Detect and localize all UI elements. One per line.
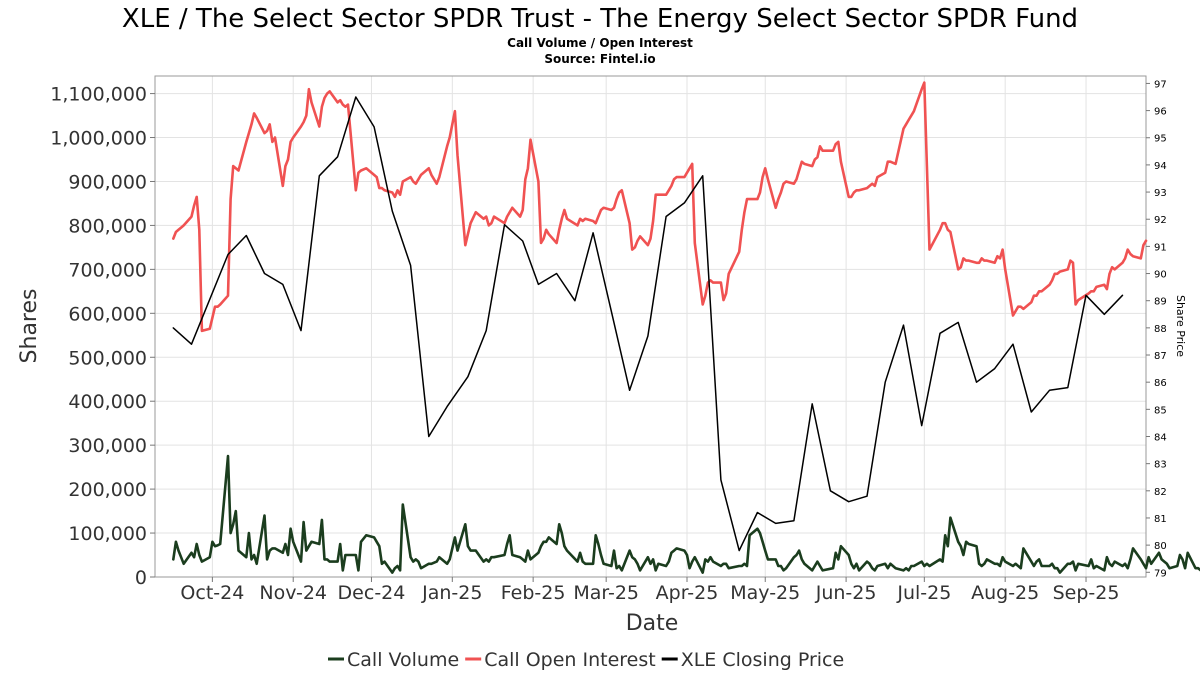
x-axis: Oct-24 Nov-24 Dec-24 Jan-25 Feb-25 Mar-25 Apr-… [180, 577, 1119, 604]
x-tick-label: Jul-25 [896, 582, 951, 604]
y2-tick-label: 85 [1154, 405, 1167, 416]
y2-tick-label: 92 [1154, 215, 1167, 226]
series-line-call-volume [172, 454, 1200, 574]
y2-tick-label: 90 [1154, 270, 1167, 281]
x-tick-label: Nov-24 [259, 582, 327, 604]
chart-title: XLE / The Select Sector SPDR Trust - The… [122, 4, 1078, 34]
series-layer [172, 81, 1200, 574]
y2-tick-label: 83 [1154, 460, 1167, 471]
x-axis-label: Date [626, 611, 679, 636]
plot-frame [154, 75, 1147, 578]
y-tick-label: 400,000 [68, 391, 147, 413]
y-tick-label: 800,000 [68, 215, 147, 237]
chart-subtitle: Call Volume / Open Interest [507, 36, 693, 50]
y2-axis: 79 80 81 82 83 84 85 86 87 88 89 90 91 92 93 94 95 96 97 [1146, 79, 1167, 579]
y2-tick-label: 95 [1154, 134, 1167, 145]
x-tick-label: Mar-25 [573, 582, 639, 604]
legend-label-xle-closing-price: XLE Closing Price [681, 649, 845, 671]
y2-tick-label: 93 [1154, 188, 1167, 199]
y2-tick-label: 86 [1154, 378, 1167, 389]
y2-tick-label: 80 [1154, 541, 1167, 552]
y-axis: 0 100,000 200,000 300,000 400,000 500,000 600,… [50, 84, 155, 589]
y2-axis-label: Share Price [1174, 295, 1187, 357]
x-tick-label: May-25 [730, 582, 800, 604]
y2-tick-label: 81 [1154, 514, 1167, 525]
x-tick-label: Oct-24 [180, 582, 244, 604]
y-tick-label: 300,000 [68, 435, 147, 457]
legend-label-call-volume: Call Volume [347, 649, 459, 671]
y2-tick-label: 87 [1154, 351, 1167, 362]
x-tick-label: Aug-25 [971, 582, 1039, 604]
y2-tick-label: 91 [1154, 242, 1167, 253]
x-tick-label: Jan-25 [421, 582, 482, 604]
y-tick-label: 900,000 [68, 171, 147, 193]
y-tick-label: 200,000 [68, 479, 147, 501]
y2-tick-label: 84 [1154, 432, 1167, 443]
y2-tick-label: 94 [1154, 161, 1167, 172]
y-tick-label: 600,000 [68, 303, 147, 325]
x-tick-label: Apr-25 [656, 582, 719, 604]
y-axis-label: Shares [17, 289, 42, 364]
y2-tick-label: 97 [1154, 79, 1167, 90]
series-line-xle-closing-price [172, 96, 1124, 552]
y2-tick-label: 89 [1154, 297, 1167, 308]
y-tick-label: 0 [135, 567, 147, 589]
x-tick-label: Dec-24 [338, 582, 406, 604]
y-tick-label: 1,100,000 [50, 84, 147, 106]
series-line-call-open-interest [172, 81, 1148, 333]
x-tick-label: Feb-25 [501, 582, 566, 604]
y2-tick-label: 79 [1154, 568, 1167, 579]
y2-tick-label: 96 [1154, 107, 1167, 118]
y-tick-label: 700,000 [68, 259, 147, 281]
x-tick-label: Jun-25 [815, 582, 877, 604]
y-tick-label: 1,000,000 [50, 128, 147, 150]
y2-tick-label: 88 [1154, 324, 1167, 335]
legend-label-call-open-interest: Call Open Interest [484, 649, 656, 671]
y2-tick-label: 82 [1154, 487, 1167, 498]
chart-source: Source: Fintel.io [544, 52, 655, 66]
legend: Call Volume Call Open Interest XLE Closing… [328, 649, 844, 671]
y-tick-label: 500,000 [68, 347, 147, 369]
y-tick-label: 100,000 [68, 523, 147, 545]
x-tick-label: Sep-25 [1053, 582, 1120, 604]
grid [155, 76, 1146, 578]
